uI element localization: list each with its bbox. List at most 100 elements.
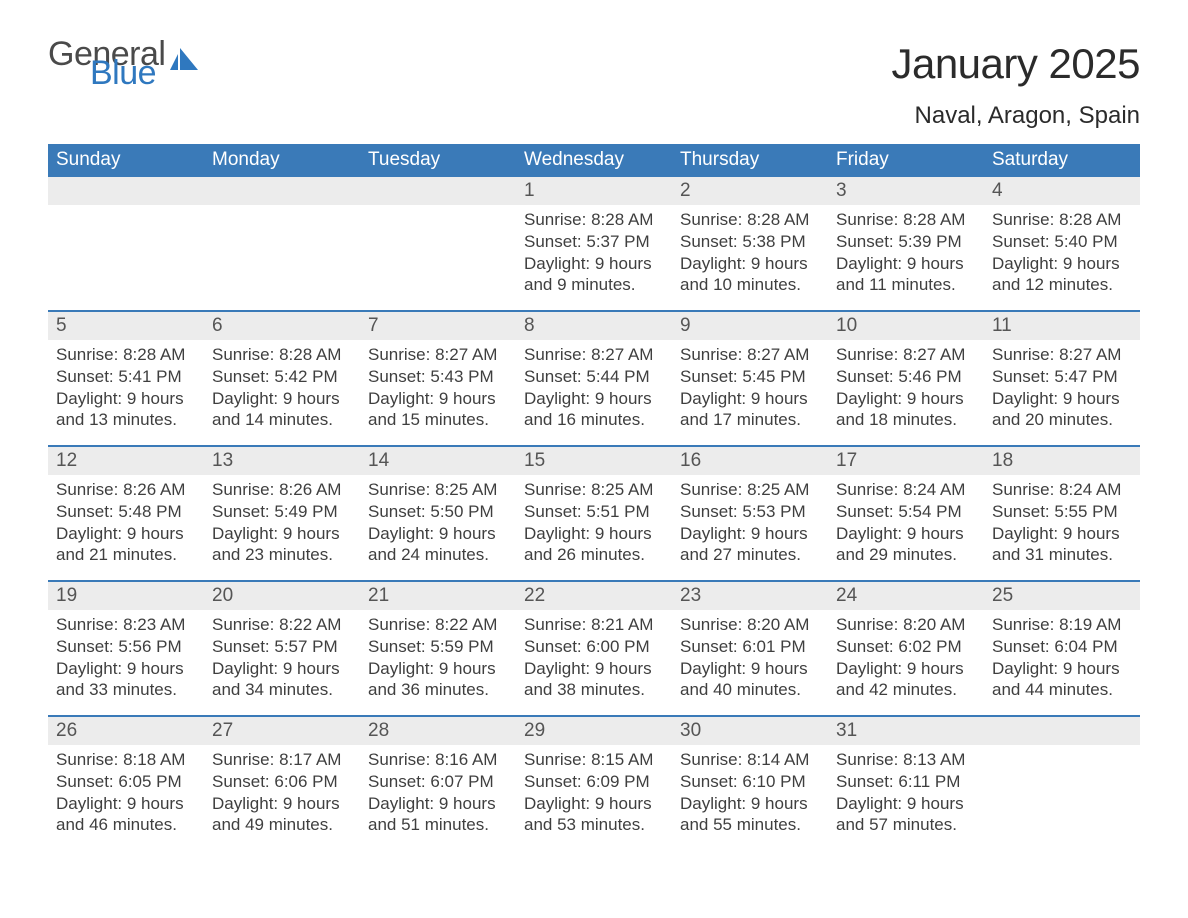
day-body: Sunrise: 8:20 AMSunset: 6:01 PMDaylight:… <box>672 610 828 701</box>
day-number: 11 <box>992 315 1012 336</box>
day-number: 10 <box>836 315 857 336</box>
day-number: 4 <box>992 180 1003 201</box>
sunrise-line: Sunrise: 8:28 AM <box>524 209 664 231</box>
weekday-header: Saturday <box>984 144 1140 177</box>
day-number-row: 12 <box>48 447 204 475</box>
calendar-cell: 22 Sunrise: 8:21 AMSunset: 6:00 PMDayligh… <box>516 582 672 715</box>
day-number: 9 <box>680 315 691 336</box>
day-body: Sunrise: 8:27 AMSunset: 5:46 PMDaylight:… <box>828 340 984 431</box>
day-number-row: 7 <box>360 312 516 340</box>
day-number-row: 2 <box>672 177 828 205</box>
sunset-line: Sunset: 5:54 PM <box>836 501 976 523</box>
header: General Blue January 2025 Naval, Aragon,… <box>48 40 1140 130</box>
day-number: 15 <box>524 450 545 471</box>
day-number-row: 6 <box>204 312 360 340</box>
weekday-header: Tuesday <box>360 144 516 177</box>
calendar-cell-empty <box>360 177 516 310</box>
sunset-line: Sunset: 5:43 PM <box>368 366 508 388</box>
daylight-line: Daylight: 9 hours and 38 minutes. <box>524 658 664 702</box>
sunrise-line: Sunrise: 8:22 AM <box>212 614 352 636</box>
sunset-line: Sunset: 5:40 PM <box>992 231 1132 253</box>
day-body: Sunrise: 8:13 AMSunset: 6:11 PMDaylight:… <box>828 745 984 836</box>
day-number-row: 24 <box>828 582 984 610</box>
week-row: 12 Sunrise: 8:26 AMSunset: 5:48 PM Dayligh… <box>48 445 1140 580</box>
day-body: Sunrise: 8:21 AMSunset: 6:00 PMDaylight:… <box>516 610 672 701</box>
calendar-cell: 2Sunrise: 8:28 AMSunset: 5:38 PMDaylight… <box>672 177 828 310</box>
day-body: Sunrise: 8:28 AMSunset: 5:37 PMDaylight:… <box>516 205 672 296</box>
calendar-cell: 10 Sunrise: 8:27 AMSunset: 5:46 PMDayligh… <box>828 312 984 445</box>
calendar-cell: 30Sunrise: 8:14 AMSunset: 6:10 PMDayligh… <box>672 717 828 850</box>
day-body: Sunrise: 8:23 AMSunset: 5:56 PMDaylight:… <box>48 610 204 701</box>
calendar-cell: 18Sunrise: 8:24 AMSunset: 5:55 PMDayligh… <box>984 447 1140 580</box>
day-body: Sunrise: 8:27 AMSunset: 5:45 PMDaylight:… <box>672 340 828 431</box>
day-number-row: 21 <box>360 582 516 610</box>
day-number: 24 <box>836 585 857 606</box>
day-number: 29 <box>524 720 545 741</box>
day-number-row: 13 <box>204 447 360 475</box>
day-number: 17 <box>836 450 857 471</box>
calendar-cell: 26Sunrise: 8:18 AMSunset: 6:05 PMDayligh… <box>48 717 204 850</box>
sunset-line: Sunset: 5:59 PM <box>368 636 508 658</box>
day-body: Sunrise: 8:18 AMSunset: 6:05 PMDaylight:… <box>48 745 204 836</box>
day-number-row: 3 <box>828 177 984 205</box>
day-number-row: 11 <box>984 312 1140 340</box>
sunrise-line: Sunrise: 8:13 AM <box>836 749 976 771</box>
sunrise-line: Sunrise: 8:28 AM <box>212 344 352 366</box>
sunrise-line: Sunrise: 8:26 AM <box>56 479 196 501</box>
calendar-cell: 31Sunrise: 8:13 AMSunset: 6:11 PMDayligh… <box>828 717 984 850</box>
day-number: 3 <box>836 180 847 201</box>
daylight-line: Daylight: 9 hours and 34 minutes. <box>212 658 352 702</box>
sunrise-line: Sunrise: 8:17 AM <box>212 749 352 771</box>
sunrise-line: Sunrise: 8:21 AM <box>524 614 664 636</box>
day-body: Sunrise: 8:24 AMSunset: 5:55 PMDaylight:… <box>984 475 1140 566</box>
sunset-line: Sunset: 5:47 PM <box>992 366 1132 388</box>
weekday-header-row: SundayMondayTuesdayWednesdayThursdayFrid… <box>48 144 1140 177</box>
sunset-line: Sunset: 5:48 PM <box>56 501 196 523</box>
calendar-cell: 27Sunrise: 8:17 AMSunset: 6:06 PMDayligh… <box>204 717 360 850</box>
daylight-line: Daylight: 9 hours and 31 minutes. <box>992 523 1132 567</box>
day-number-row: 20 <box>204 582 360 610</box>
calendar-cell: 8Sunrise: 8:27 AMSunset: 5:44 PMDaylight… <box>516 312 672 445</box>
day-number-row: 18 <box>984 447 1140 475</box>
calendar-cell: 11Sunrise: 8:27 AMSunset: 5:47 PMDayligh… <box>984 312 1140 445</box>
day-number-row: 5 <box>48 312 204 340</box>
day-body: Sunrise: 8:26 AMSunset: 5:49 PMDaylight:… <box>204 475 360 566</box>
sunrise-line: Sunrise: 8:28 AM <box>836 209 976 231</box>
sunset-line: Sunset: 5:39 PM <box>836 231 976 253</box>
sunset-line: Sunset: 6:02 PM <box>836 636 976 658</box>
sunrise-line: Sunrise: 8:25 AM <box>368 479 508 501</box>
daylight-line: Daylight: 9 hours and 53 minutes. <box>524 793 664 837</box>
day-body: Sunrise: 8:28 AMSunset: 5:39 PMDaylight:… <box>828 205 984 296</box>
day-body: Sunrise: 8:22 AMSunset: 5:59 PMDaylight:… <box>360 610 516 701</box>
day-number: 16 <box>680 450 701 471</box>
week-row: 1Sunrise: 8:28 AMSunset: 5:37 PMDaylight… <box>48 177 1140 310</box>
daylight-line: Daylight: 9 hours and 55 minutes. <box>680 793 820 837</box>
sunset-line: Sunset: 5:49 PM <box>212 501 352 523</box>
day-number-row: 25 <box>984 582 1140 610</box>
sunset-line: Sunset: 5:56 PM <box>56 636 196 658</box>
sunrise-line: Sunrise: 8:28 AM <box>680 209 820 231</box>
sunset-line: Sunset: 5:55 PM <box>992 501 1132 523</box>
calendar-cell: 29Sunrise: 8:15 AMSunset: 6:09 PMDayligh… <box>516 717 672 850</box>
daylight-line: Daylight: 9 hours and 57 minutes. <box>836 793 976 837</box>
calendar-cell: 12Sunrise: 8:26 AMSunset: 5:48 PMDayligh… <box>48 447 204 580</box>
day-number-row: 16 <box>672 447 828 475</box>
day-number: 22 <box>524 585 545 606</box>
day-number-row: 1 <box>516 177 672 205</box>
logo-flag-icon <box>170 48 198 70</box>
calendar-cell: 4Sunrise: 8:28 AMSunset: 5:40 PMDaylight… <box>984 177 1140 310</box>
sunrise-line: Sunrise: 8:27 AM <box>524 344 664 366</box>
day-body: Sunrise: 8:19 AMSunset: 6:04 PMDaylight:… <box>984 610 1140 701</box>
daylight-line: Daylight: 9 hours and 20 minutes. <box>992 388 1132 432</box>
day-body: Sunrise: 8:25 AMSunset: 5:50 PMDaylight:… <box>360 475 516 566</box>
logo-text-blue: Blue <box>90 59 165 88</box>
day-number: 30 <box>680 720 701 741</box>
day-number-row: 4 <box>984 177 1140 205</box>
calendar-cell-empty <box>204 177 360 310</box>
day-number: 20 <box>212 585 233 606</box>
day-number: 7 <box>368 315 379 336</box>
daylight-line: Daylight: 9 hours and 16 minutes. <box>524 388 664 432</box>
calendar-cell: 5Sunrise: 8:28 AMSunset: 5:41 PMDaylight… <box>48 312 204 445</box>
sunset-line: Sunset: 5:44 PM <box>524 366 664 388</box>
sunrise-line: Sunrise: 8:16 AM <box>368 749 508 771</box>
